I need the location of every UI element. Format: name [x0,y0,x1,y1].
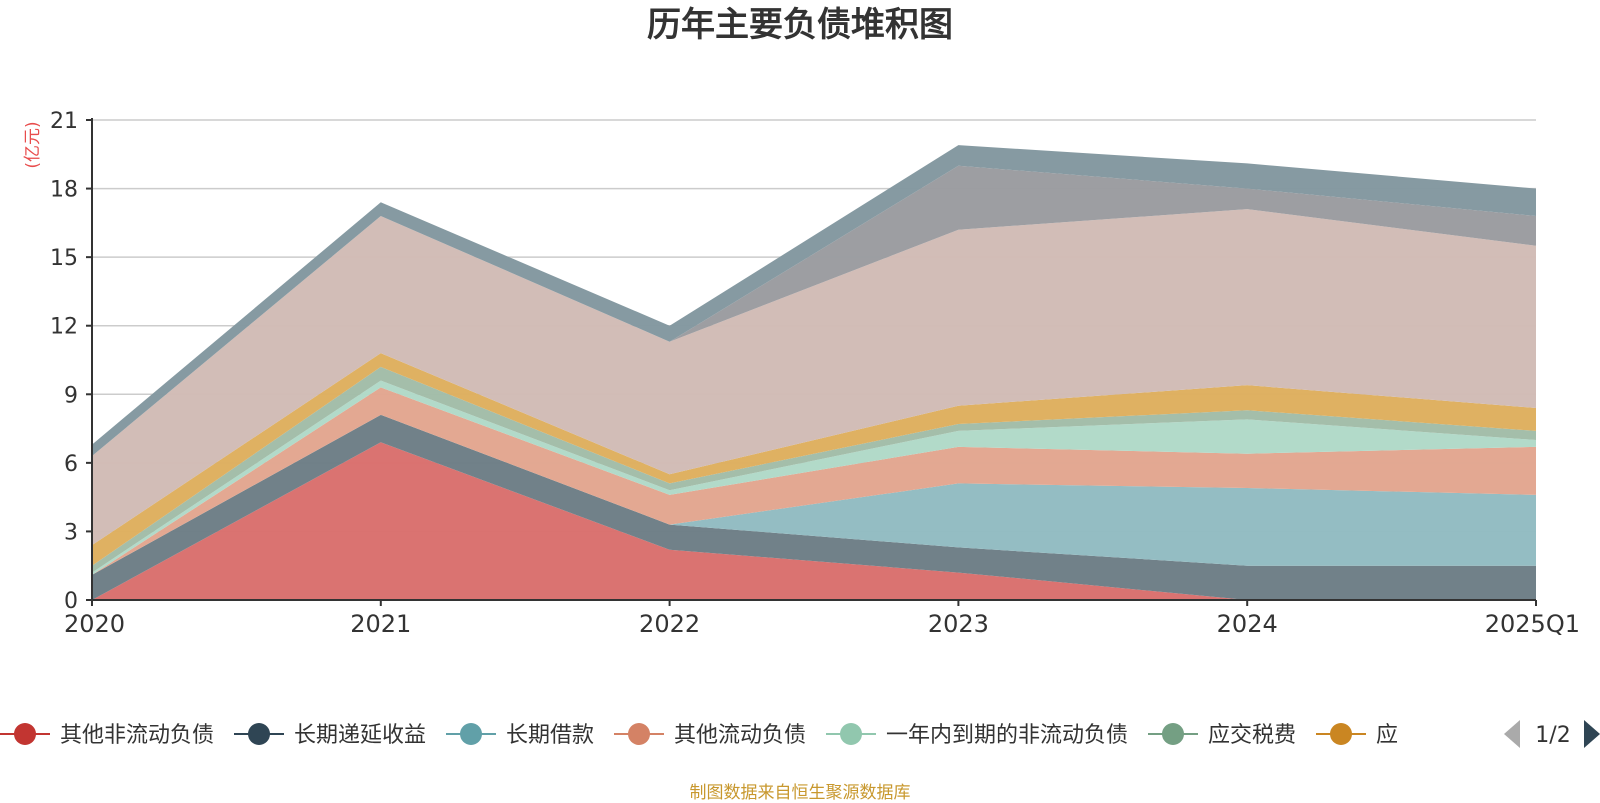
legend-label: 一年内到期的非流动负债 [886,723,1128,748]
legend-item[interactable]: 长期递延收益 [234,723,426,748]
x-tick-labels: 2020 2021 2022 2023 2024 2025Q1 [64,610,1580,638]
y-tick-labels: 0 3 6 9 12 15 18 21 [50,109,78,614]
y-tick-label: 12 [50,315,78,340]
legend-label: 其他非流动负债 [60,723,214,748]
x-tick-label: 2023 [928,610,989,638]
area-1 [92,414,1536,600]
legend-pager: 1/2 [1504,720,1600,748]
area-9 [92,145,1536,456]
x-tick-label: 2021 [350,610,411,638]
y-tick-label: 3 [64,520,78,545]
y-tick-label: 15 [50,246,78,271]
legend-marker-icon [1162,723,1184,745]
x-tick-label: 2025Q1 [1485,610,1580,638]
legend-marker-icon [248,723,270,745]
y-axis-unit-label: (亿元) [23,121,43,168]
legend-prev-page-icon[interactable] [1504,720,1520,748]
x-tick-label: 2024 [1217,610,1278,638]
y-tick-label: 9 [64,383,78,408]
area-2 [92,414,1536,575]
area-0 [92,442,1536,600]
legend-label: 应 [1376,723,1398,748]
area-5 [92,366,1536,573]
area-4 [92,380,1536,575]
legend-label: 长期递延收益 [294,723,426,748]
legend-item[interactable]: 其他流动负债 [614,723,806,748]
x-tick-label: 2020 [64,610,125,638]
axes [86,118,1537,606]
legend-next-page-icon[interactable] [1584,720,1600,748]
legend: 其他非流动负债 长期递延收益 长期借款 其他流动负债 一年内到期的非流动负债 应交税费 应 [0,723,1398,748]
legend-marker-icon [1330,723,1352,745]
legend-marker-icon [14,723,36,745]
area-series [92,145,1536,600]
legend-item[interactable]: 长期借款 [446,723,594,748]
y-tick-label: 6 [64,452,78,477]
legend-marker-icon [840,723,862,745]
area-7 [92,209,1536,546]
legend-item[interactable]: 一年内到期的非流动负债 [826,723,1128,748]
chart-title: 历年主要负债堆积图 [647,5,953,45]
legend-marker-icon [460,723,482,745]
legend-item[interactable]: 应交税费 [1148,723,1296,748]
legend-page-indicator: 1/2 [1535,723,1570,748]
legend-item[interactable]: 应 [1316,723,1398,748]
legend-label: 应交税费 [1208,723,1296,748]
legend-label: 长期借款 [506,723,594,748]
x-tick-label: 2022 [639,610,700,638]
area-6 [92,353,1536,566]
y-tick-label: 18 [50,178,78,203]
y-tick-label: 0 [64,589,78,614]
legend-item[interactable]: 其他非流动负债 [0,723,214,748]
legend-label: 其他流动负债 [674,723,806,748]
data-source-note: 制图数据来自恒生聚源数据库 [689,783,911,803]
y-tick-label: 21 [50,109,78,134]
area-3 [92,387,1536,575]
legend-marker-icon [628,723,650,745]
